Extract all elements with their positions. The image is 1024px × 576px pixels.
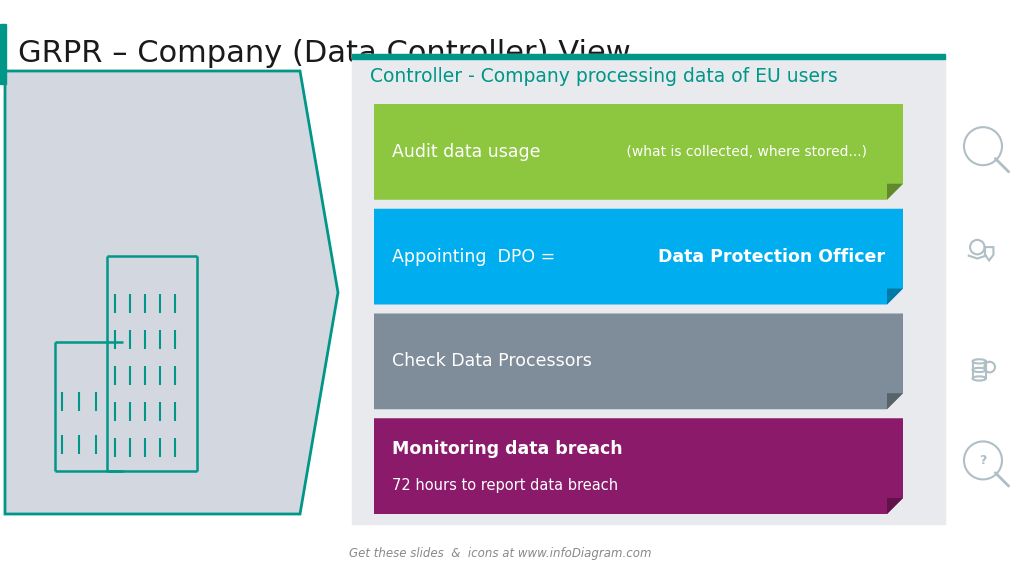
- Text: Check Data Processors: Check Data Processors: [392, 353, 592, 370]
- Polygon shape: [374, 104, 903, 200]
- Polygon shape: [887, 393, 903, 410]
- Text: Data Protection Officer: Data Protection Officer: [657, 248, 885, 266]
- Text: (what is collected, where stored...): (what is collected, where stored...): [622, 145, 867, 159]
- Text: Controller - Company processing data of EU users: Controller - Company processing data of …: [370, 66, 838, 85]
- Polygon shape: [374, 313, 903, 410]
- Text: Appointing  DPO =: Appointing DPO =: [392, 248, 561, 266]
- Polygon shape: [374, 209, 903, 305]
- Polygon shape: [374, 418, 903, 514]
- Polygon shape: [887, 289, 903, 305]
- Text: Audit data usage: Audit data usage: [392, 143, 541, 161]
- Text: 72 hours to report data breach: 72 hours to report data breach: [392, 478, 618, 493]
- Bar: [0, 24, 6, 84]
- Polygon shape: [887, 498, 903, 514]
- Text: ?: ?: [979, 454, 987, 467]
- Bar: [352, 54, 945, 524]
- Polygon shape: [887, 184, 903, 200]
- Text: GRPR – Company (Data Controller) View: GRPR – Company (Data Controller) View: [18, 40, 631, 69]
- Text: Get these slides  &  icons at www.infoDiagram.com: Get these slides & icons at www.infoDiag…: [349, 548, 651, 560]
- Polygon shape: [5, 71, 338, 514]
- Text: Monitoring data breach: Monitoring data breach: [392, 440, 623, 458]
- Bar: [352, 54, 945, 59]
